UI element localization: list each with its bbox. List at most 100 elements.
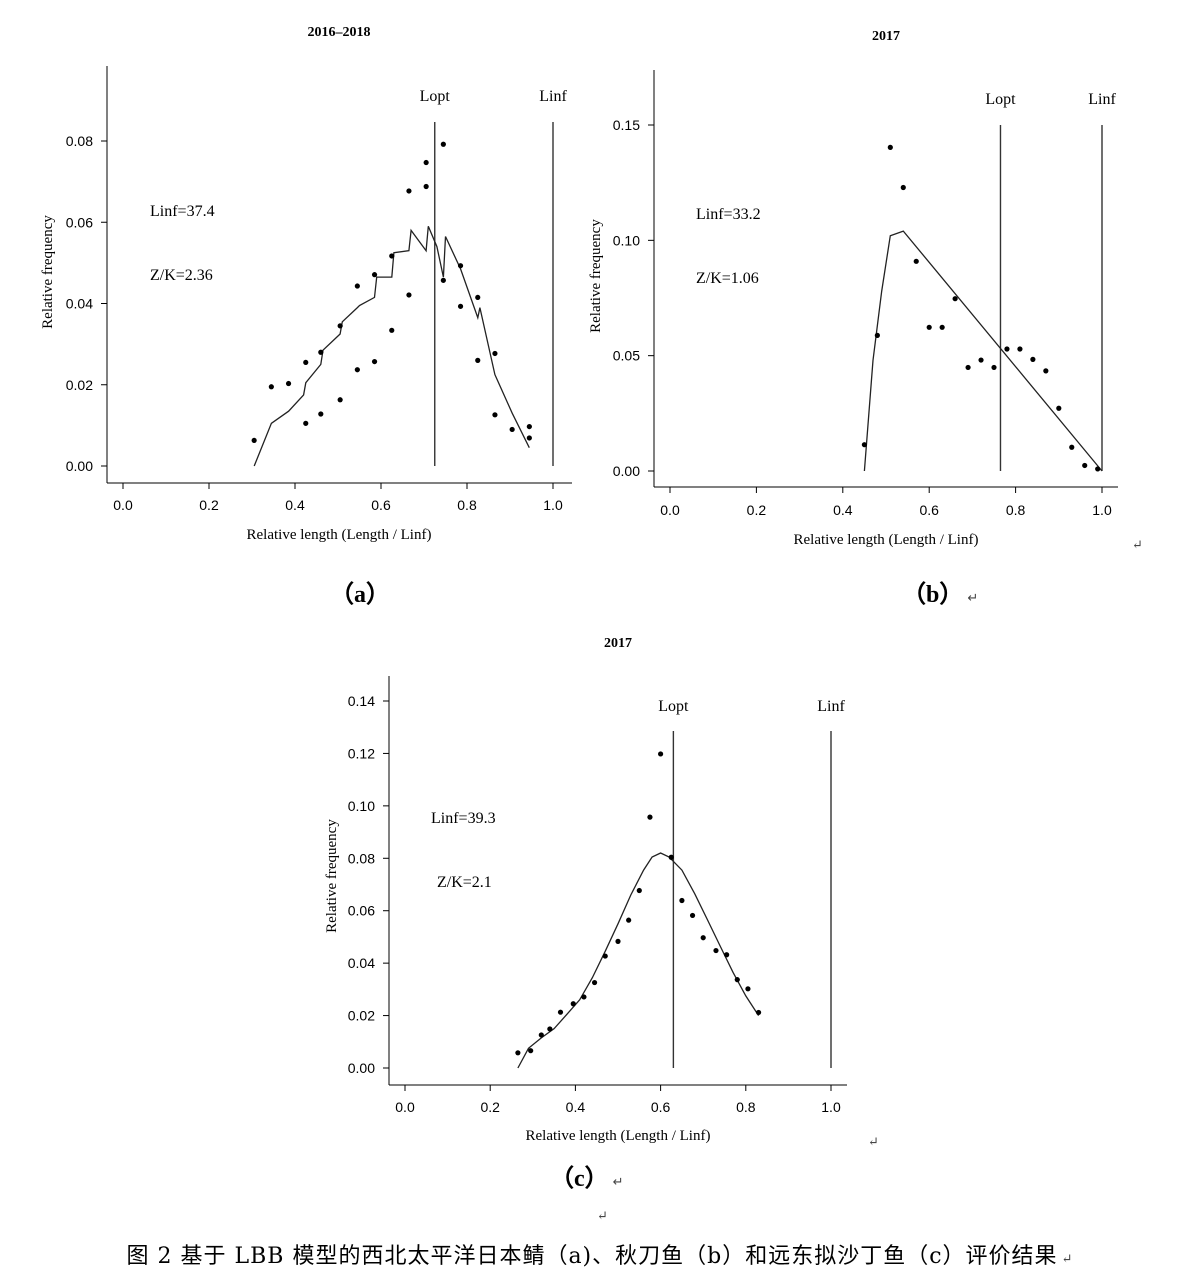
chart-c-data-point — [724, 952, 730, 958]
chart-c-y-tick-label: 0.04 — [348, 955, 375, 971]
chart-c-data-point — [602, 953, 608, 959]
chart-b-x-tick-label: 0.6 — [919, 502, 939, 518]
chart-c-vline-label-linf: Linf — [817, 698, 845, 715]
chart-a-data-point — [475, 294, 481, 301]
chart-b-fitted-curve — [863, 230, 1103, 472]
chart-c-data-point — [713, 947, 719, 954]
chart-c-y-tick-label: 0.14 — [348, 693, 375, 709]
chart-a-x-tick-label: 0.8 — [457, 497, 477, 513]
chart-b-x-tick-label: 0.4 — [833, 502, 853, 518]
chart-b-svg: 0.0 0.2 0.4 0.6 0.8 1.0 0.00 0.05 0.10 0.15 2017 Re… — [588, 29, 1118, 548]
chart-a-x-tick-label: 0.0 — [113, 497, 133, 513]
chart-a-data-point — [318, 411, 324, 417]
chart-a-data-point — [475, 357, 481, 363]
chart-a-data-point — [354, 283, 360, 289]
chart-c-data-point — [581, 994, 587, 1000]
chart-c-data-point — [658, 751, 664, 757]
chart-c-data-point — [528, 1048, 534, 1054]
chart-c-x-tick-label: 1.0 — [821, 1099, 841, 1115]
paragraph-mark-empty-line: ↵ — [597, 1208, 608, 1223]
chart-b-title: 2017 — [872, 29, 900, 44]
paragraph-mark-c-chart: ↵ — [868, 1134, 879, 1149]
chart-a-vline-label-lopt: Lopt — [420, 88, 451, 105]
chart-c-data-point — [570, 1001, 576, 1007]
chart-b-data-point — [978, 357, 984, 363]
chart-b-x-tick-label: 0.2 — [747, 502, 767, 518]
chart-c-data-point — [647, 814, 653, 820]
chart-b-data-point — [1095, 466, 1101, 472]
chart-a-data-point — [268, 384, 274, 390]
paragraph-mark-caption: ↵ — [1061, 1252, 1074, 1267]
chart-a-data-point — [371, 272, 378, 278]
chart-c-y-tick-label: 0.10 — [348, 798, 375, 814]
chart-c-annotation: Linf=39.3 — [431, 810, 496, 827]
chart-a-vline-label-linf: Linf — [539, 88, 567, 105]
chart-panel-a: 0.0 0.2 0.4 0.6 0.8 1.0 0.00 0.02 0.04 0.06 0.08 20… — [0, 0, 600, 560]
chart-c-x-tick-label: 0.2 — [480, 1099, 500, 1115]
chart-c-y-tick-label: 0.06 — [348, 903, 375, 919]
chart-c-data-point — [557, 1009, 564, 1015]
chart-a-data-point — [318, 349, 324, 355]
chart-b-data-point — [1082, 462, 1088, 469]
panel-label-b-text: （b） — [902, 582, 964, 608]
chart-a-annotation: Z/K=2.36 — [150, 267, 213, 284]
paragraph-mark-b: ↵ — [967, 590, 979, 605]
chart-b-data-point — [861, 442, 868, 448]
chart-c-data-point — [591, 979, 598, 986]
chart-a-data-point — [354, 367, 360, 373]
chart-c-x-axis-label: Relative length (Length / Linf) — [526, 1128, 711, 1144]
chart-a-data-point — [371, 358, 378, 365]
chart-panel-c: 0.0 0.2 0.4 0.6 0.8 1.0 0.00 0.02 0.04 0.06 0.08 0.… — [324, 636, 847, 1144]
chart-b-y-tick-label: 0.15 — [613, 117, 640, 133]
chart-b-data-point — [874, 332, 880, 338]
chart-b-x-tick-label: 0.0 — [660, 502, 680, 518]
chart-c-data-point — [734, 977, 740, 983]
chart-b-x-tick-label: 1.0 — [1092, 502, 1112, 518]
chart-c-y-tick-label: 0.08 — [348, 850, 375, 866]
chart-a-data-point — [440, 277, 446, 283]
chart-c-data-point — [745, 986, 751, 992]
chart-b-data-point — [1056, 405, 1062, 411]
panel-label-a-text: （a） — [330, 582, 390, 608]
chart-a-y-tick-label: 0.00 — [66, 458, 93, 474]
chart-b-data-point — [913, 258, 919, 264]
chart-a-y-tick-label: 0.04 — [66, 296, 93, 312]
chart-b-vline-label-linf: Linf — [1088, 91, 1116, 108]
chart-a-x-axis-label: Relative length (Length / Linf) — [247, 527, 432, 543]
chart-a-title: 2016–2018 — [308, 25, 371, 40]
chart-a-data-point — [337, 397, 343, 403]
chart-b-y-tick-label: 0.05 — [613, 348, 640, 364]
chart-panel-b: 0.0 0.2 0.4 0.6 0.8 1.0 0.00 0.05 0.10 0.15 2017 Re… — [0, 0, 1200, 560]
chart-a-y-tick-label: 0.02 — [66, 377, 93, 393]
chart-a-data-point — [492, 412, 498, 418]
chart-a-data-point — [303, 420, 309, 426]
chart-c-data-point — [679, 897, 685, 904]
chart-a-data-point — [423, 183, 429, 190]
chart-a-y-axis-label: Relative frequency — [40, 215, 56, 329]
chart-c-data-point — [689, 912, 696, 919]
chart-b-data-point — [887, 144, 893, 150]
chart-b-data-point — [1069, 444, 1075, 450]
chart-b-x-tick-label: 0.8 — [1006, 502, 1026, 518]
panel-label-a: （a） — [330, 574, 390, 609]
chart-c-y-tick-label: 0.02 — [348, 1008, 375, 1024]
chart-a-data-point — [457, 263, 464, 269]
chart-b-data-point — [926, 324, 932, 330]
chart-b-y-tick-label: 0.00 — [613, 463, 640, 479]
chart-a-data-point — [526, 435, 532, 441]
chart-c-y-tick-label: 0.12 — [348, 745, 375, 761]
chart-c-x-tick-label: 0.8 — [736, 1099, 756, 1115]
chart-a-data-point — [492, 350, 498, 357]
figure-caption: 图 2 基于 LBB 模型的西北太平洋日本鲭（a)、秋刀鱼（b）和远东拟沙丁鱼（… — [0, 1238, 1200, 1270]
chart-b-data-point — [965, 364, 971, 371]
chart-a-data-point — [509, 426, 515, 433]
chart-c-svg: 0.0 0.2 0.4 0.6 0.8 1.0 0.00 0.02 0.04 0.06 0.08 0.… — [324, 636, 847, 1144]
chart-c-x-tick-label: 0.0 — [395, 1099, 415, 1115]
chart-b-data-point — [1030, 356, 1036, 362]
chart-c-vline-label-lopt: Lopt — [658, 698, 689, 715]
chart-c-annotation: Z/K=2.1 — [437, 874, 492, 891]
panel-label-b: （b） ↵ — [902, 574, 978, 609]
chart-a-x-tick-label: 0.4 — [285, 497, 305, 513]
chart-c-x-tick-label: 0.4 — [566, 1099, 586, 1115]
chart-b-data-point — [991, 364, 997, 371]
